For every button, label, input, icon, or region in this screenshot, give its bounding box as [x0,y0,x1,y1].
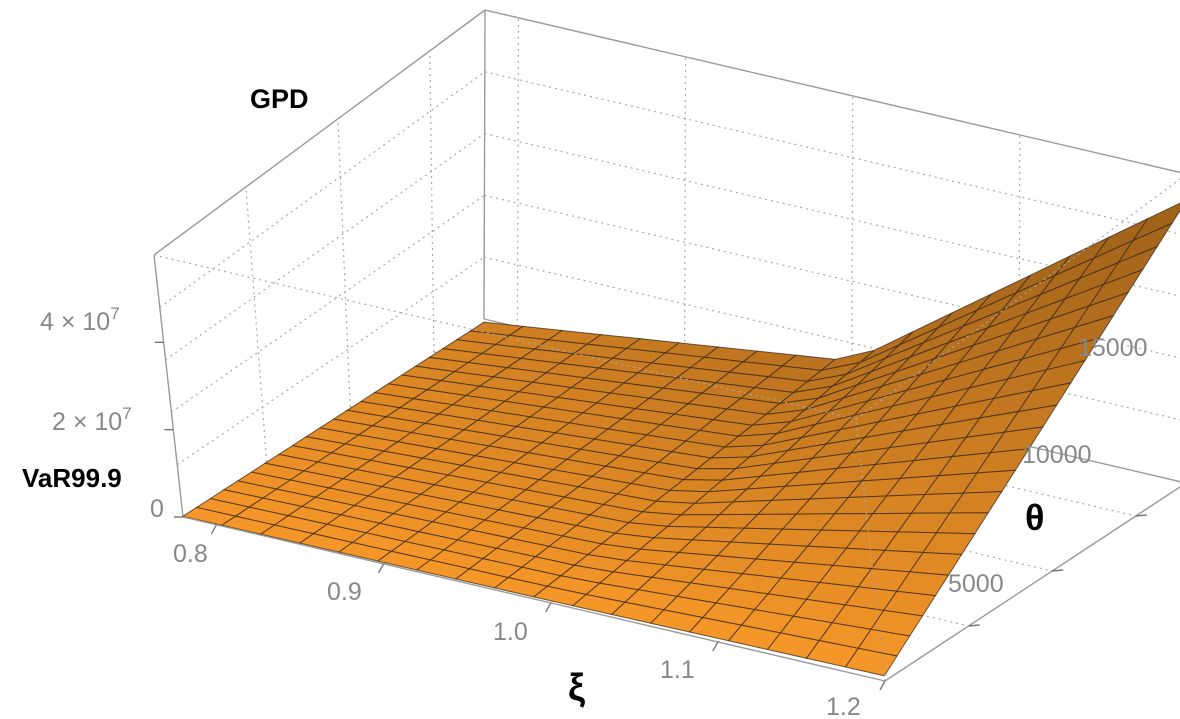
x-tick-label-4: 1.2 [826,693,861,719]
grid-back-x-1 [683,56,687,366]
z-tick-label-0: 0 [150,495,164,523]
x-tick-0 [210,524,218,535]
box-edge-back-1 [153,254,184,518]
y-axis-label: θ [1025,497,1044,538]
y-tick-0 [968,624,980,627]
x-axis-label: ξ [568,667,585,709]
x-tick-2 [545,602,552,613]
z-tick-label-2: 4 × 107 [40,304,120,336]
box-edge-front-0 [182,516,886,682]
x-tick-4 [879,680,886,691]
box-edge-front-3 [153,254,857,420]
y-tick-label-0: 5000 [948,570,1004,598]
y-tick-1 [1052,569,1064,572]
tick-marks [154,341,1147,691]
box-edge-front-2 [855,418,886,682]
x-tick-label-0: 0.8 [173,540,208,568]
x-tick-3 [712,641,719,652]
grid-left-y-1 [337,118,351,408]
grid-back-x-0 [516,17,520,327]
grid-left-z-3 [159,71,486,308]
z-axis-label: VaR99.9 [22,463,122,493]
x-tick-label-1: 0.9 [327,578,362,606]
x-tick-label-3: 1.1 [660,656,695,684]
grid-back-z-0 [484,256,1180,421]
grid-back-z-3 [484,71,1180,235]
x-tick-1 [377,563,385,574]
y-tick-label-2: 15000 [1078,334,1148,362]
x-tick-label-2: 1.0 [493,618,528,646]
grid-left-z-2 [165,133,485,361]
surface-mesh [181,202,1180,677]
grid-left-y-2 [429,50,435,353]
grid-left-y-0 [245,186,268,463]
box-edge-back-0 [483,9,486,320]
y-tick-label-1: 10000 [1022,441,1092,469]
y-tick-2 [1135,514,1147,517]
box-edge-back-2 [153,9,486,256]
grid-left-z-0 [176,256,485,466]
chart-title: GPD [250,84,309,114]
box-edge-back-3 [484,9,1180,174]
box-edge-front-4 [855,178,1180,420]
z-tick-label-1: 2 × 107 [52,404,132,436]
